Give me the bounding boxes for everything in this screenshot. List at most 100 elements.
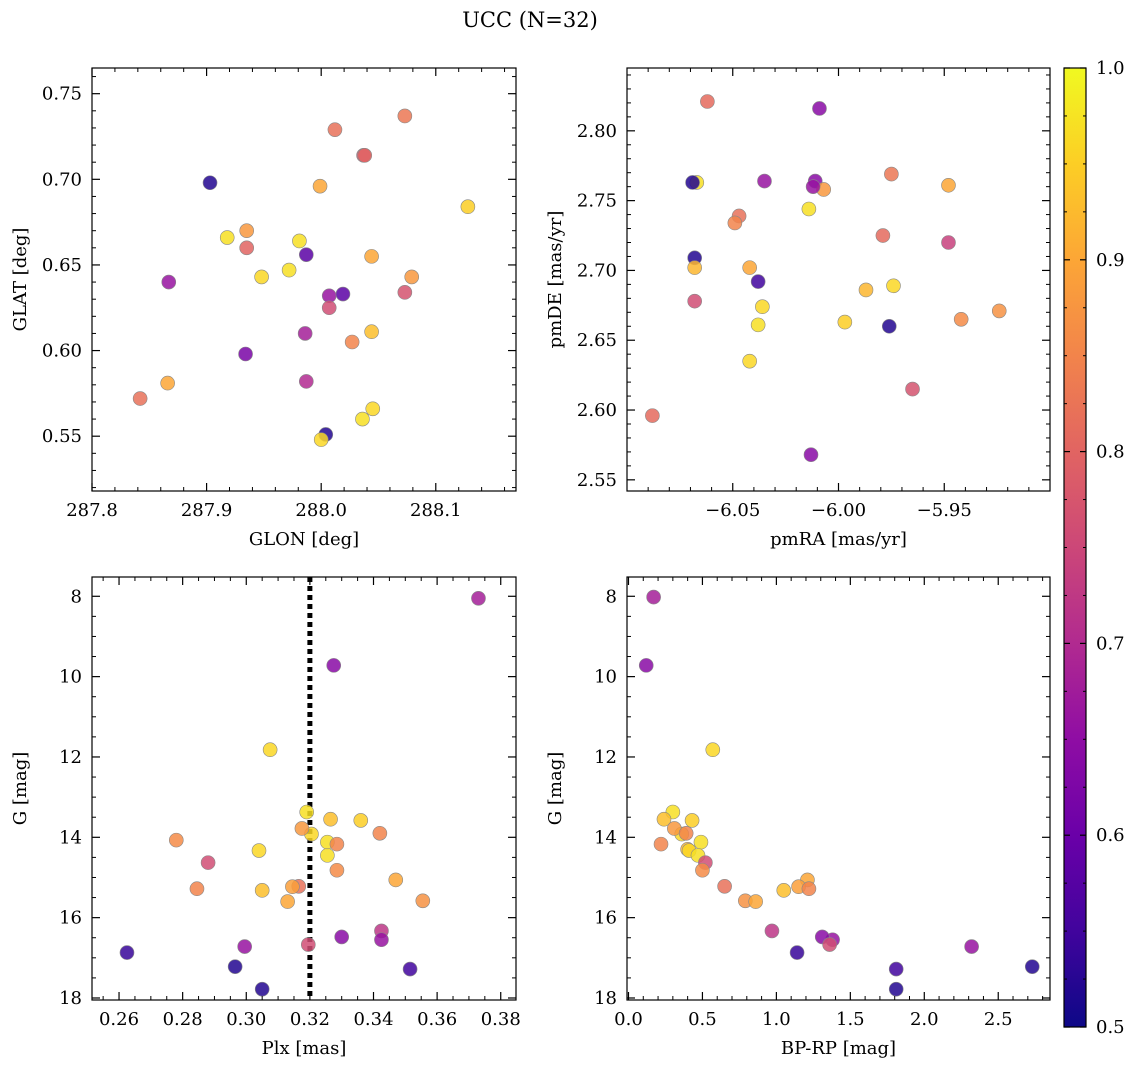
scatter-panel-1: 287.8 287.9 288.0 288.1 0.55 0.60 0.65 0.70 0.75… bbox=[10, 67, 517, 550]
data-point bbox=[953, 311, 969, 327]
data-point bbox=[742, 353, 757, 369]
data-point bbox=[254, 981, 270, 997]
data-point bbox=[200, 855, 216, 870]
data-point bbox=[344, 334, 360, 350]
data-point bbox=[638, 658, 654, 673]
data-point bbox=[323, 811, 338, 827]
data-point bbox=[646, 589, 661, 605]
data-point bbox=[941, 177, 956, 193]
data-point bbox=[941, 235, 956, 250]
data-point bbox=[812, 101, 827, 116]
data-point bbox=[888, 961, 904, 977]
data-point bbox=[678, 825, 694, 841]
data-point bbox=[397, 108, 413, 124]
data-point bbox=[372, 825, 388, 841]
data-point bbox=[237, 939, 252, 954]
plot-frame bbox=[91, 67, 517, 492]
data-point bbox=[964, 939, 979, 954]
data-point bbox=[801, 881, 817, 897]
data-point bbox=[402, 961, 418, 977]
data-point bbox=[789, 945, 805, 960]
y-tick-label: 2.75 bbox=[577, 191, 617, 212]
data-point bbox=[717, 879, 732, 894]
data-point bbox=[299, 804, 315, 820]
data-point bbox=[687, 293, 702, 309]
data-point bbox=[239, 223, 255, 238]
x-tick-label: 0.5 bbox=[688, 1009, 717, 1030]
data-point bbox=[764, 923, 780, 939]
data-point bbox=[254, 269, 269, 285]
x-tick-label: 1.0 bbox=[762, 1009, 791, 1030]
scatter-panel-4: 0.0 0.5 1.0 1.5 2.0 2.5 8 10 12 14 16 18 BP-RP [mag]… bbox=[545, 576, 1051, 1059]
y-axis-label: G [mag] bbox=[10, 752, 31, 825]
data-point bbox=[888, 981, 904, 997]
data-point bbox=[297, 326, 313, 341]
y-tick-label: 2.60 bbox=[577, 400, 617, 421]
data-point bbox=[881, 318, 897, 334]
data-point bbox=[695, 862, 710, 878]
y-tick-label: 8 bbox=[71, 586, 82, 607]
x-axis-label: Plx [mas] bbox=[262, 1038, 347, 1059]
data-point bbox=[803, 447, 819, 463]
y-tick-label: 0.75 bbox=[42, 84, 82, 105]
data-points bbox=[132, 108, 476, 447]
data-point bbox=[285, 879, 300, 895]
plot-frame bbox=[626, 67, 1051, 492]
data-point bbox=[415, 893, 431, 909]
data-point bbox=[254, 883, 270, 898]
data-point bbox=[645, 408, 660, 423]
data-point bbox=[326, 658, 342, 673]
y-tick-label: 2.55 bbox=[577, 470, 617, 491]
x-axis-label: pmRA [mas/yr] bbox=[770, 529, 907, 550]
data-point bbox=[357, 148, 373, 163]
data-point bbox=[364, 324, 379, 340]
y-axis-label: pmDE [mas/yr] bbox=[545, 211, 566, 349]
x-tick-label: 288.1 bbox=[410, 500, 462, 521]
colorbar-tick-label: 0.8 bbox=[1096, 442, 1125, 463]
y-tick-label: 18 bbox=[59, 988, 82, 1009]
x-tick-label: 2.0 bbox=[910, 1009, 939, 1030]
data-point bbox=[294, 821, 310, 836]
data-point bbox=[280, 894, 295, 909]
scatter-panel-3: 0.26 0.28 0.30 0.32 0.34 0.36 0.38 8 10 12 14 16 18 P… bbox=[10, 576, 521, 1059]
data-point bbox=[329, 836, 345, 852]
x-tick-label: 0.34 bbox=[353, 1009, 393, 1030]
x-axis-label: GLON [deg] bbox=[249, 529, 359, 550]
data-point bbox=[1024, 959, 1040, 974]
data-point bbox=[755, 299, 770, 315]
data-point bbox=[239, 240, 255, 256]
y-axis-label: G [mag] bbox=[545, 752, 566, 825]
data-point bbox=[404, 269, 420, 285]
data-point bbox=[335, 286, 351, 302]
y-tick-label: 8 bbox=[606, 586, 617, 607]
data-point bbox=[905, 381, 920, 397]
data-point bbox=[334, 929, 349, 945]
data-point bbox=[353, 813, 369, 828]
y-tick-label: 2.65 bbox=[577, 330, 617, 351]
data-point bbox=[727, 215, 743, 231]
x-tick-label: −5.95 bbox=[917, 500, 972, 521]
colorbar-tick-label: 0.7 bbox=[1096, 633, 1125, 654]
data-point bbox=[471, 590, 486, 606]
data-point bbox=[705, 742, 721, 758]
colorbar-tick-label: 0.6 bbox=[1096, 825, 1125, 846]
data-point bbox=[687, 260, 702, 275]
y-tick-label: 0.70 bbox=[42, 169, 82, 190]
data-point bbox=[132, 391, 148, 406]
data-point bbox=[161, 274, 177, 290]
data-point bbox=[119, 945, 135, 960]
y-tick-label: 0.55 bbox=[42, 426, 82, 447]
x-tick-label: 287.8 bbox=[66, 500, 118, 521]
x-tick-label: 288.0 bbox=[295, 500, 347, 521]
data-points bbox=[645, 94, 1007, 463]
data-point bbox=[251, 843, 267, 858]
data-point bbox=[298, 374, 314, 389]
y-tick-label: 14 bbox=[594, 827, 617, 848]
colorbar: 0.5 0.6 0.7 0.8 0.9 1.0 bbox=[1063, 58, 1125, 1038]
data-point bbox=[202, 175, 218, 191]
x-tick-label: −6.05 bbox=[705, 500, 760, 521]
data-point bbox=[327, 122, 343, 137]
colorbar-tick-label: 1.0 bbox=[1096, 58, 1125, 79]
data-point bbox=[355, 411, 370, 427]
